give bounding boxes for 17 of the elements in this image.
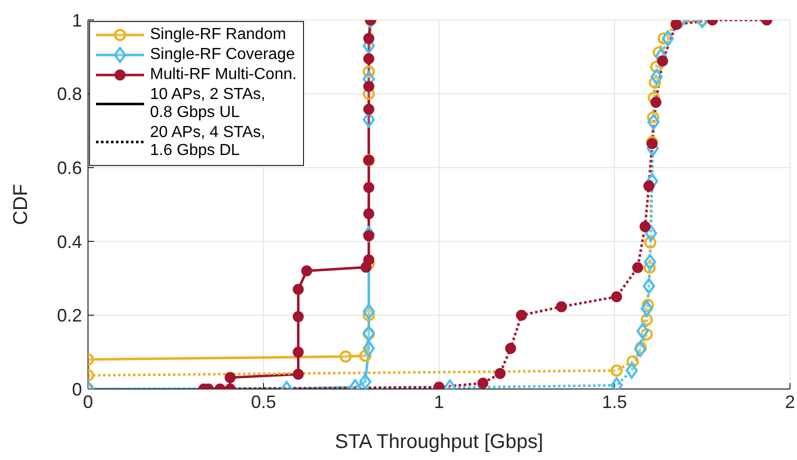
legend-label: Multi-RF Multi-Conn.: [150, 66, 297, 84]
y-tick-label: 0.4: [56, 232, 82, 252]
x-tick-label: 0.5: [250, 392, 276, 412]
legend-label: 10 APs, 2 STAs, 0.8 Gbps UL: [150, 86, 266, 122]
y-tick-label: 0.2: [56, 306, 82, 326]
y-tick-label: 0: [72, 379, 82, 400]
y-tick-label: 0.6: [56, 158, 82, 178]
x-axis-title: STA Throughput [Gbps]: [334, 431, 544, 453]
y-tick-label: 1: [72, 10, 82, 30]
x-tick-label: 1.5: [602, 392, 628, 412]
y-axis-title: CDF: [10, 184, 32, 226]
x-tick-label: 2: [784, 392, 796, 412]
y-tick-label: 0.8: [56, 84, 82, 104]
legend-label: 20 APs, 4 STAs, 1.6 Gbps DL: [150, 124, 266, 160]
legend-label: Single-RF Random: [150, 26, 286, 44]
legend-label: Single-RF Coverage: [150, 46, 295, 64]
x-tick-label: 1: [434, 392, 444, 412]
